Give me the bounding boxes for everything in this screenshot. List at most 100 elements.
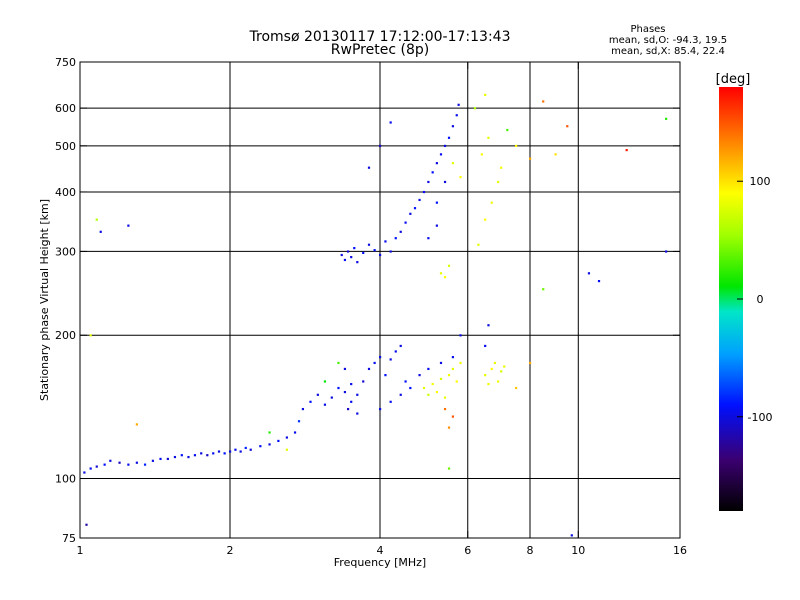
data-point — [244, 446, 247, 450]
data-point — [356, 393, 359, 396]
colorbar-tick-label: 0 — [757, 293, 764, 306]
y-tick-label: 750 — [55, 56, 76, 69]
data-point — [484, 344, 487, 348]
phase-stats-o-mode: mean, sd,O: -94.3, 19.5 — [609, 35, 727, 46]
data-point — [89, 467, 92, 470]
data-point — [484, 218, 487, 221]
x-tick-label: 4 — [377, 544, 384, 557]
data-point — [309, 400, 312, 403]
chart-subtitle: RwPretec (8p) — [331, 42, 429, 58]
data-point — [554, 153, 557, 156]
data-point — [316, 393, 319, 396]
data-point — [480, 153, 483, 156]
data-point — [127, 224, 130, 227]
data-point — [356, 412, 359, 415]
data-point — [459, 334, 462, 337]
data-point — [135, 461, 138, 464]
data-point — [384, 240, 387, 243]
data-point — [212, 452, 215, 455]
phase-stats: Phases mean, sd,O: -94.3, 19.5 mean, sd,… — [609, 24, 727, 57]
data-point — [399, 393, 402, 396]
data-point — [625, 148, 628, 152]
data-point — [447, 467, 451, 470]
data-point — [459, 361, 462, 365]
data-point — [389, 121, 392, 124]
data-point — [259, 445, 262, 448]
phase-stats-x-mode: mean, sd,X: 85.4, 22.4 — [611, 46, 725, 57]
data-point — [394, 350, 397, 353]
x-axis-ticks: 1 2 4 6 8 10 16 — [77, 62, 687, 557]
data-point — [389, 358, 392, 361]
data-point — [435, 224, 438, 227]
data-point — [323, 380, 327, 383]
data-point — [206, 454, 209, 457]
y-tick-label: 200 — [55, 329, 76, 342]
data-point — [409, 386, 412, 390]
data-point — [239, 450, 242, 453]
x-axis-label: Frequency [MHz] — [334, 556, 426, 569]
data-point — [373, 361, 376, 365]
data-point — [409, 212, 412, 215]
data-point — [665, 117, 668, 120]
data-point — [99, 230, 102, 233]
data-point — [367, 166, 371, 169]
x-tick-label: 8 — [527, 544, 534, 557]
data-point — [542, 100, 545, 103]
data-point — [89, 334, 92, 337]
data-point — [427, 180, 430, 184]
data-point — [451, 367, 455, 371]
data-point — [343, 390, 347, 394]
data-point — [447, 264, 451, 267]
data-point — [515, 144, 518, 148]
data-point — [418, 198, 421, 202]
data-point — [399, 230, 402, 233]
data-point — [490, 367, 493, 371]
data-point — [103, 463, 106, 466]
plot-area: 1 2 4 6 8 10 16 75 100 200 300 400 500 600 750 — [55, 56, 687, 557]
x-tick-label: 2 — [227, 544, 234, 557]
y-axis-label: Stationary phase Virtual Height [km] — [38, 199, 51, 401]
data-point — [404, 380, 407, 383]
data-point — [455, 114, 458, 117]
colorbar: [deg] 100 0 -100 — [716, 72, 772, 511]
data-point — [330, 396, 333, 399]
data-point — [95, 465, 98, 468]
data-point — [542, 288, 545, 291]
data-point — [367, 243, 371, 246]
data-point — [350, 400, 353, 403]
data-point — [500, 166, 503, 169]
data-point — [447, 426, 451, 429]
y-tick-label: 100 — [55, 473, 76, 486]
data-point — [490, 201, 493, 204]
data-point — [431, 171, 434, 174]
data-point — [394, 237, 397, 240]
data-point — [496, 380, 500, 383]
data-point — [159, 457, 162, 461]
colorbar-label: [deg] — [716, 72, 751, 87]
data-point — [217, 450, 221, 453]
y-axis-ticks: 75 100 200 300 400 500 600 750 — [55, 56, 680, 545]
data-point — [343, 367, 347, 371]
data-point — [487, 324, 490, 327]
data-point — [500, 370, 503, 373]
chart-header: Tromsø 20130117 17:12:00-17:13:43 RwPret… — [249, 29, 511, 58]
data-point — [587, 272, 591, 275]
data-point — [151, 459, 155, 462]
data-point — [350, 382, 353, 386]
data-point — [285, 448, 288, 451]
data-point — [249, 448, 252, 451]
data-point — [83, 471, 86, 474]
data-point — [127, 463, 130, 466]
data-point — [135, 423, 138, 426]
data-point — [109, 459, 112, 462]
data-point — [379, 253, 382, 257]
data-point — [399, 344, 402, 348]
data-point — [665, 250, 668, 253]
y-tick-label: 500 — [55, 140, 76, 153]
phase-stats-heading: Phases — [630, 24, 665, 35]
data-point — [340, 253, 343, 257]
data-point — [297, 420, 301, 423]
scatter-points — [83, 93, 668, 537]
data-point — [457, 103, 460, 106]
data-point — [193, 454, 197, 457]
